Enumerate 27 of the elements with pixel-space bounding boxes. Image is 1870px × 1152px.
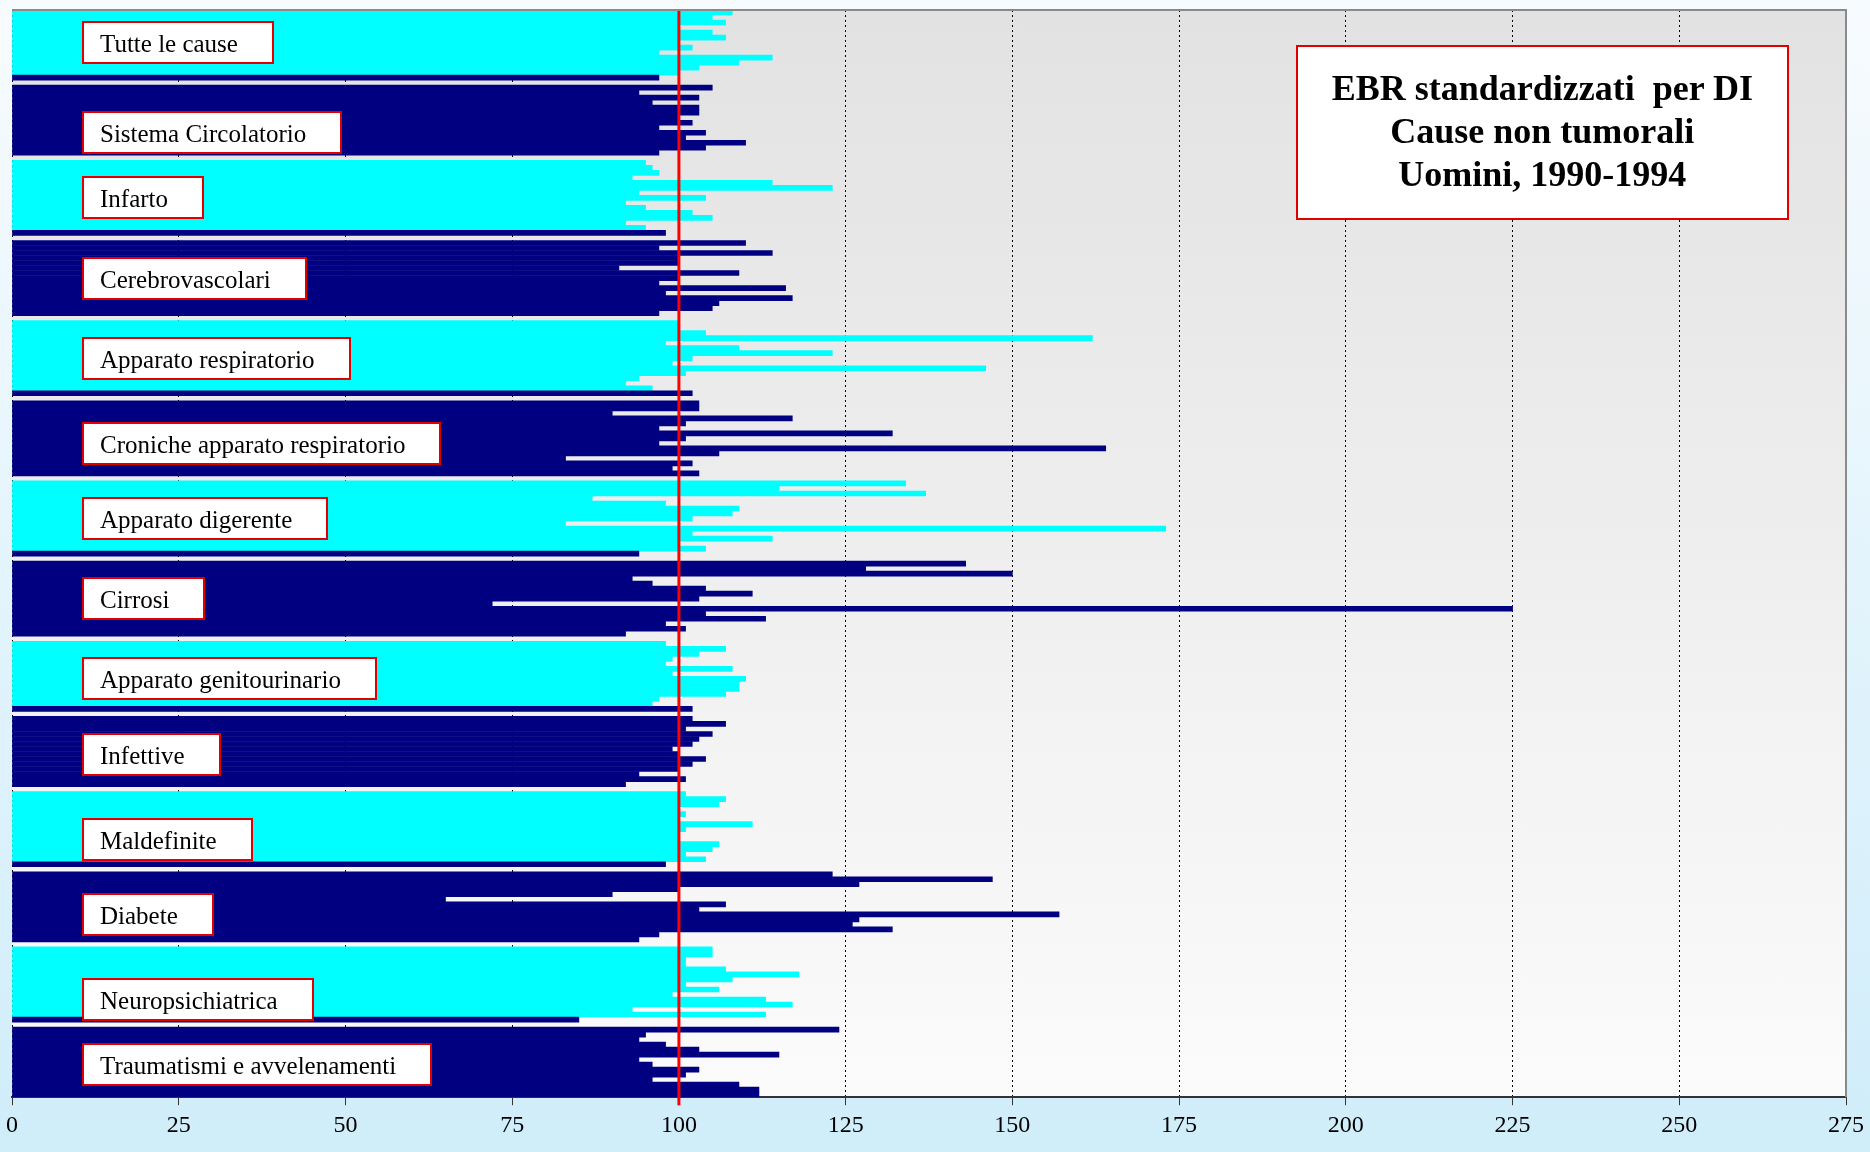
y-tick-label: Sistema Circolatorio <box>82 111 343 154</box>
x-tick-label: 100 <box>660 1110 697 1137</box>
x-tick-label: 75 <box>500 1110 525 1137</box>
x-tick-label: 50 <box>333 1110 358 1137</box>
x-tick-label: 25 <box>166 1110 191 1137</box>
x-tick-label: 200 <box>1327 1110 1364 1137</box>
y-tick-label: Cirrosi <box>82 577 206 620</box>
y-tick-label: Diabete <box>82 893 214 936</box>
x-tick-label: 250 <box>1661 1110 1698 1137</box>
x-tick-label: 150 <box>994 1110 1031 1137</box>
y-tick-label: Maldefinite <box>82 818 253 861</box>
y-tick-label: Apparato genitourinario <box>82 657 377 700</box>
y-tick-label: Apparato digerente <box>82 497 329 540</box>
y-tick-label: Traumatismi e avvelenamenti <box>82 1043 433 1086</box>
y-tick-label: Neuropsichiatrica <box>82 978 314 1021</box>
y-tick-label: Croniche apparato respiratorio <box>82 422 442 465</box>
y-tick-label: Tutte le cause <box>82 21 274 64</box>
text: EBR standardizzati per DI Cause non tumorali Uomini, 1990-1994 <box>1295 45 1789 220</box>
x-tick-label: 275 <box>1828 1110 1864 1137</box>
x-tick-label: 225 <box>1494 1110 1531 1137</box>
x-tick-label: 125 <box>827 1110 864 1137</box>
x-tick-label: 0 <box>6 1110 18 1137</box>
y-tick-label: Cerebrovascolari <box>82 257 307 300</box>
x-tick-label: 175 <box>1161 1110 1198 1137</box>
y-tick-label: Infarto <box>82 176 205 219</box>
y-tick-label: Infettive <box>82 733 221 776</box>
y-tick-label: Apparato respiratorio <box>82 337 351 380</box>
